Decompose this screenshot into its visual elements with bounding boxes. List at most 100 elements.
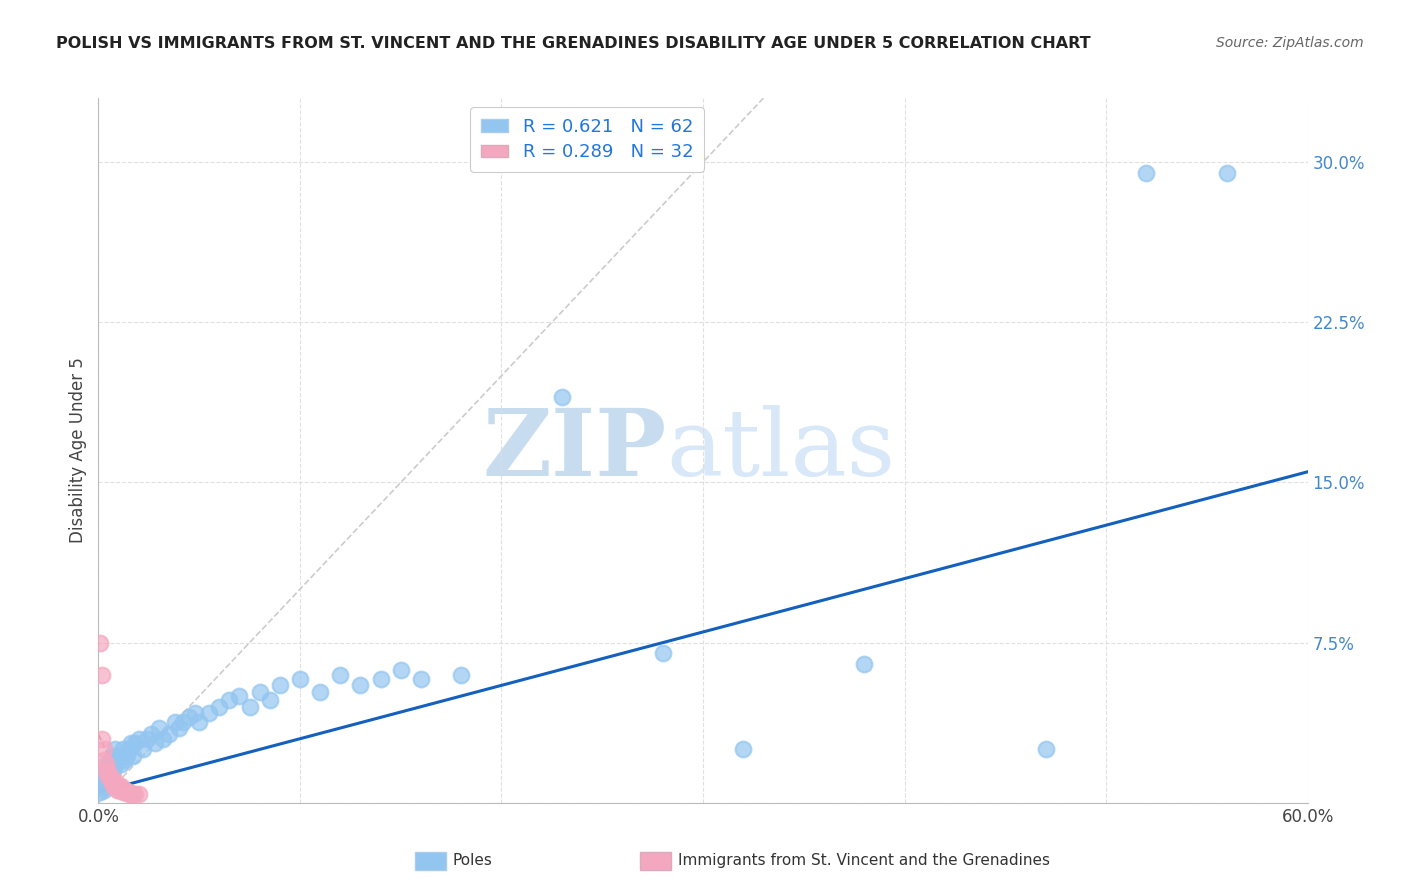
Point	[110, 783, 132, 797]
Point	[96, 764, 118, 778]
Point	[103, 742, 125, 756]
Point	[97, 770, 120, 784]
Point	[101, 779, 124, 793]
Point	[1135, 166, 1157, 180]
Point	[103, 779, 125, 793]
Point	[148, 721, 170, 735]
Point	[409, 672, 432, 686]
Point	[93, 783, 115, 797]
Point	[551, 390, 574, 404]
Point	[288, 672, 311, 686]
Point	[93, 774, 115, 789]
Point	[89, 785, 111, 799]
Point	[139, 727, 162, 741]
Point	[651, 646, 673, 660]
Point	[101, 764, 124, 778]
Point	[118, 785, 141, 799]
Point	[228, 689, 250, 703]
Point	[184, 706, 207, 720]
Point	[128, 787, 150, 801]
Point	[96, 764, 118, 778]
Legend: R = 0.621   N = 62, R = 0.289   N = 32: R = 0.621 N = 62, R = 0.289 N = 32	[470, 107, 704, 172]
Point	[91, 779, 114, 793]
Point	[101, 774, 124, 789]
Point	[167, 721, 190, 735]
Text: Source: ZipAtlas.com: Source: ZipAtlas.com	[1216, 36, 1364, 50]
Text: atlas: atlas	[666, 406, 896, 495]
Point	[128, 731, 150, 746]
Point	[269, 678, 291, 692]
Point	[163, 714, 186, 729]
Point	[124, 787, 146, 801]
Point	[115, 748, 138, 763]
Point	[198, 706, 221, 720]
Point	[103, 774, 125, 789]
Point	[91, 731, 114, 746]
Point	[309, 685, 332, 699]
Point	[103, 757, 125, 772]
Point	[89, 635, 111, 649]
Point	[152, 731, 174, 746]
Point	[114, 785, 136, 799]
Point	[107, 748, 129, 763]
Point	[110, 757, 132, 772]
Point	[135, 731, 157, 746]
Point	[120, 736, 142, 750]
Point	[100, 770, 122, 784]
Point	[105, 783, 128, 797]
Point	[370, 672, 392, 686]
Point	[114, 783, 136, 797]
Text: ZIP: ZIP	[482, 406, 666, 495]
Point	[329, 667, 352, 681]
Point	[111, 785, 134, 799]
Y-axis label: Disability Age Under 5: Disability Age Under 5	[69, 358, 87, 543]
Point	[100, 770, 122, 784]
Point	[100, 774, 122, 789]
Point	[172, 714, 194, 729]
Point	[218, 693, 240, 707]
Point	[188, 714, 211, 729]
Text: Poles: Poles	[453, 854, 492, 868]
Point	[101, 748, 124, 763]
Text: Immigrants from St. Vincent and the Grenadines: Immigrants from St. Vincent and the Gren…	[678, 854, 1050, 868]
Point	[349, 678, 371, 692]
Point	[93, 753, 115, 767]
Text: POLISH VS IMMIGRANTS FROM ST. VINCENT AND THE GRENADINES DISABILITY AGE UNDER 5 : POLISH VS IMMIGRANTS FROM ST. VINCENT AN…	[56, 36, 1091, 51]
Point	[121, 748, 143, 763]
Point	[111, 783, 134, 797]
Point	[96, 757, 118, 772]
Point	[450, 667, 472, 681]
Point	[121, 787, 143, 801]
Point	[853, 657, 876, 671]
Point	[179, 710, 201, 724]
Point	[115, 785, 138, 799]
Point	[91, 667, 114, 681]
Point	[124, 736, 146, 750]
Point	[97, 764, 120, 778]
Point	[249, 685, 271, 699]
Point	[107, 779, 129, 793]
Point	[91, 770, 114, 784]
Point	[389, 664, 412, 678]
Point	[259, 693, 281, 707]
Point	[132, 742, 155, 756]
Point	[96, 779, 118, 793]
Point	[118, 742, 141, 756]
Point	[114, 753, 136, 767]
Point	[120, 787, 142, 801]
Point	[143, 736, 166, 750]
Point	[1035, 742, 1057, 756]
Point	[239, 699, 262, 714]
Point	[107, 783, 129, 797]
Point	[208, 699, 231, 714]
Point	[100, 753, 122, 767]
Point	[110, 779, 132, 793]
Point	[105, 753, 128, 767]
Point	[105, 779, 128, 793]
Point	[118, 787, 141, 801]
Point	[111, 742, 134, 756]
Point	[97, 774, 120, 789]
Point	[733, 742, 755, 756]
Point	[1216, 166, 1239, 180]
Point	[157, 727, 180, 741]
